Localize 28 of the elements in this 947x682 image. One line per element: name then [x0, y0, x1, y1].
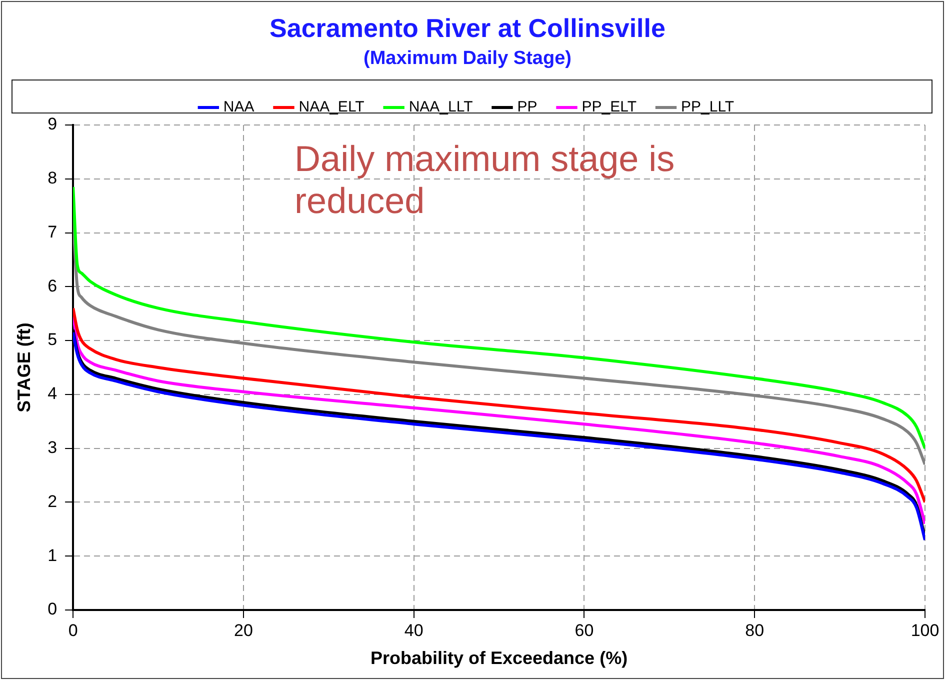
y-tick-label: 0: [48, 600, 58, 619]
x-tick-label: 40: [404, 620, 424, 640]
legend-label: PP_ELT: [582, 98, 637, 116]
x-tick-label: 80: [745, 620, 764, 640]
y-tick-label: 6: [48, 276, 58, 296]
y-tick-label: 9: [48, 114, 58, 134]
x-tick-label: 20: [234, 620, 253, 640]
x-tick-label: 0: [68, 620, 78, 640]
x-axis-title: Probability of Exceedance (%): [370, 648, 628, 668]
y-tick-label: 1: [48, 546, 58, 565]
y-tick-label: 2: [48, 492, 58, 511]
legend-label: NAA: [223, 98, 254, 116]
y-tick-label: 8: [48, 168, 58, 188]
y-tick-label: 3: [48, 438, 58, 458]
y-tick-label: 7: [48, 222, 58, 242]
x-tick-label: 100: [910, 620, 940, 640]
y-tick-label: 4: [48, 384, 58, 404]
x-tick-label: 60: [574, 620, 594, 640]
chart-title: Sacramento River at Collinsville: [270, 12, 666, 43]
legend-label: NAA_ELT: [298, 98, 364, 116]
legend-label: PP_LLT: [681, 98, 734, 116]
y-tick-label: 5: [48, 330, 58, 350]
line-series: [73, 185, 925, 450]
annotation: Daily maximum stage is reduced: [294, 138, 675, 221]
legend-label: PP: [517, 98, 538, 116]
y-axis-title: STAGE (ft): [14, 322, 34, 412]
legend-label: NAA_LLT: [408, 98, 473, 116]
chart-subtitle: (Maximum Daily Stage): [364, 48, 572, 69]
